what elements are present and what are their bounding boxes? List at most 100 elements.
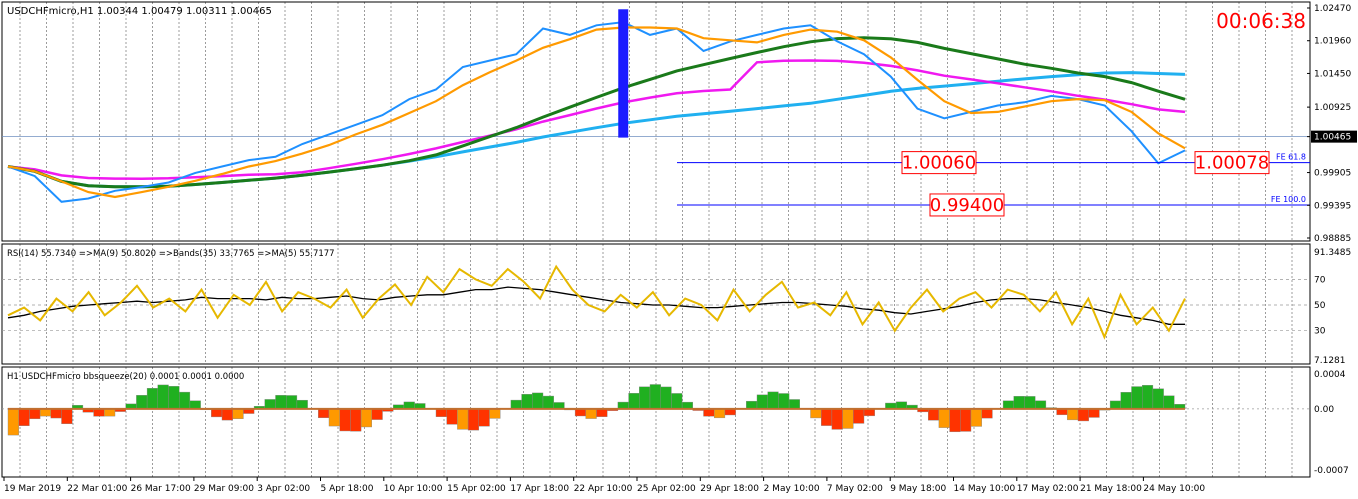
squeeze-bar [681, 401, 693, 410]
squeeze-bar [970, 408, 982, 427]
squeeze-bar [211, 408, 223, 418]
price-box-label: 0.99400 [930, 195, 1004, 216]
squeeze-bar [264, 399, 276, 410]
squeeze-bar [521, 394, 533, 410]
squeeze-bar [360, 408, 373, 428]
squeeze-bar [446, 408, 458, 425]
squeeze-panel[interactable] [1, 366, 1311, 478]
squeeze-bar [821, 408, 833, 426]
squeeze-bar [639, 386, 651, 410]
squeeze-bar [1152, 388, 1164, 410]
rsi-series-group [2, 264, 1310, 340]
squeeze-bar [146, 388, 159, 410]
y-tick-label: 1.00925 [1314, 103, 1351, 113]
x-tick-label: 21 May 18:00 [1080, 484, 1142, 494]
x-tick-label: 2 May 10:00 [764, 484, 820, 494]
rsi-tick-label: 30 [1314, 327, 1326, 337]
squeeze-bar [39, 408, 51, 417]
squeeze-bar [1088, 408, 1100, 418]
rsi-tick-label: 7.1281 [1314, 356, 1346, 366]
squeeze-bar [435, 408, 447, 417]
squeeze-tick-label: 0.0004 [1314, 370, 1346, 380]
x-tick-label: 9 May 18:00 [890, 484, 946, 494]
x-tick-label: 29 Apr 18:00 [700, 484, 759, 494]
squeeze-bar [168, 386, 180, 410]
squeeze-bar [660, 386, 672, 410]
squeeze-bar [542, 395, 554, 410]
y-tick-label: 1.01450 [1314, 69, 1351, 79]
squeeze-bar [1141, 385, 1154, 410]
price-box [929, 193, 1005, 217]
squeeze-bar [29, 408, 41, 420]
rsi-panel-title: RSI(14) 55.7340 =>MA(9) 50.8020 =>Bands(… [7, 249, 335, 259]
squeeze-bar [371, 408, 383, 420]
axis-labels: 1.02470 1.01960 1.01450 1.00925 1.00465 0.999… [3, 4, 1357, 494]
squeeze-bar [136, 395, 148, 410]
squeeze-bar [1077, 408, 1089, 422]
squeeze-bar [457, 408, 469, 430]
squeeze-bar [767, 391, 779, 410]
x-tick-label: 5 Apr 18:00 [321, 484, 374, 494]
price-line [7, 21, 1186, 203]
squeeze-bar [628, 393, 640, 410]
squeeze-bar [1013, 396, 1025, 410]
squeeze-bar [403, 401, 415, 410]
squeeze-panel-title: H1 USDCHFmicro bbsqueeze(20) 0.0001 0.00… [7, 372, 244, 382]
squeeze-bar [1163, 395, 1175, 410]
squeeze-bar [585, 408, 597, 419]
squeeze-bar [853, 408, 865, 424]
x-tick-label: 3 Apr 02:00 [257, 484, 310, 494]
ma-fast-line [7, 71, 1186, 189]
squeeze-bar [596, 408, 608, 417]
rsi-panel[interactable] [1, 243, 1311, 365]
squeeze-bar [221, 408, 233, 421]
y-tick-label: 1.02470 [1314, 4, 1351, 14]
squeeze-bar [7, 408, 19, 436]
squeeze-bar [178, 391, 191, 410]
fib-level-label: FE 61.8 [1276, 153, 1306, 162]
x-tick-label: 17 May 02:00 [1017, 484, 1079, 494]
rsi-tick-label: 50 [1314, 301, 1326, 311]
squeeze-bar [296, 399, 308, 410]
squeeze-bar [810, 408, 822, 419]
x-tick-label: 10 Apr 10:00 [384, 484, 443, 494]
squeeze-bar [478, 408, 490, 427]
squeeze-bar [318, 408, 330, 419]
squeeze-bar [532, 392, 544, 410]
squeeze-bar [61, 408, 73, 425]
countdown-timer: 00:06:38 [1216, 9, 1306, 33]
squeeze-bar [574, 408, 586, 417]
main-price-panel[interactable] [1, 1, 1311, 242]
squeeze-bar [157, 384, 169, 410]
x-tick-label: 17 Apr 18:00 [510, 484, 569, 494]
price-series-group: FE 61.8 FE 100.0 1.00060 0.99400 1.00078 [2, 9, 1310, 217]
squeeze-bar [232, 408, 244, 419]
squeeze-bar [714, 408, 726, 419]
squeeze-bar [467, 408, 480, 431]
squeeze-bar [671, 393, 683, 410]
squeeze-bar [649, 384, 661, 410]
squeeze-bar [788, 399, 800, 410]
squeeze-bar [1002, 400, 1014, 410]
squeeze-tick-label: -0.0007 [1314, 466, 1349, 476]
squeeze-bar [339, 408, 351, 432]
squeeze-bar [949, 408, 961, 433]
price-box [1194, 151, 1270, 175]
x-tick-label: 22 Mar 01:00 [67, 484, 127, 494]
squeeze-histogram-group [2, 384, 1310, 436]
x-tick-label: 7 May 02:00 [827, 484, 883, 494]
x-tick-label: 25 Apr 02:00 [637, 484, 696, 494]
x-tick-label: 26 Mar 17:00 [131, 484, 191, 494]
y-tick-label: 1.01960 [1314, 37, 1351, 47]
price-box-label: 1.00078 [1195, 153, 1269, 174]
squeeze-bar [938, 408, 950, 428]
squeeze-bar [510, 399, 522, 410]
rsi-ma-line [7, 286, 1185, 325]
squeeze-bar [275, 395, 287, 410]
grid-lines [19, 2, 1293, 477]
squeeze-bar [981, 408, 993, 419]
squeeze-bar [928, 408, 940, 421]
y-tick-label: 0.99905 [1314, 169, 1351, 179]
squeeze-bar [831, 408, 843, 430]
